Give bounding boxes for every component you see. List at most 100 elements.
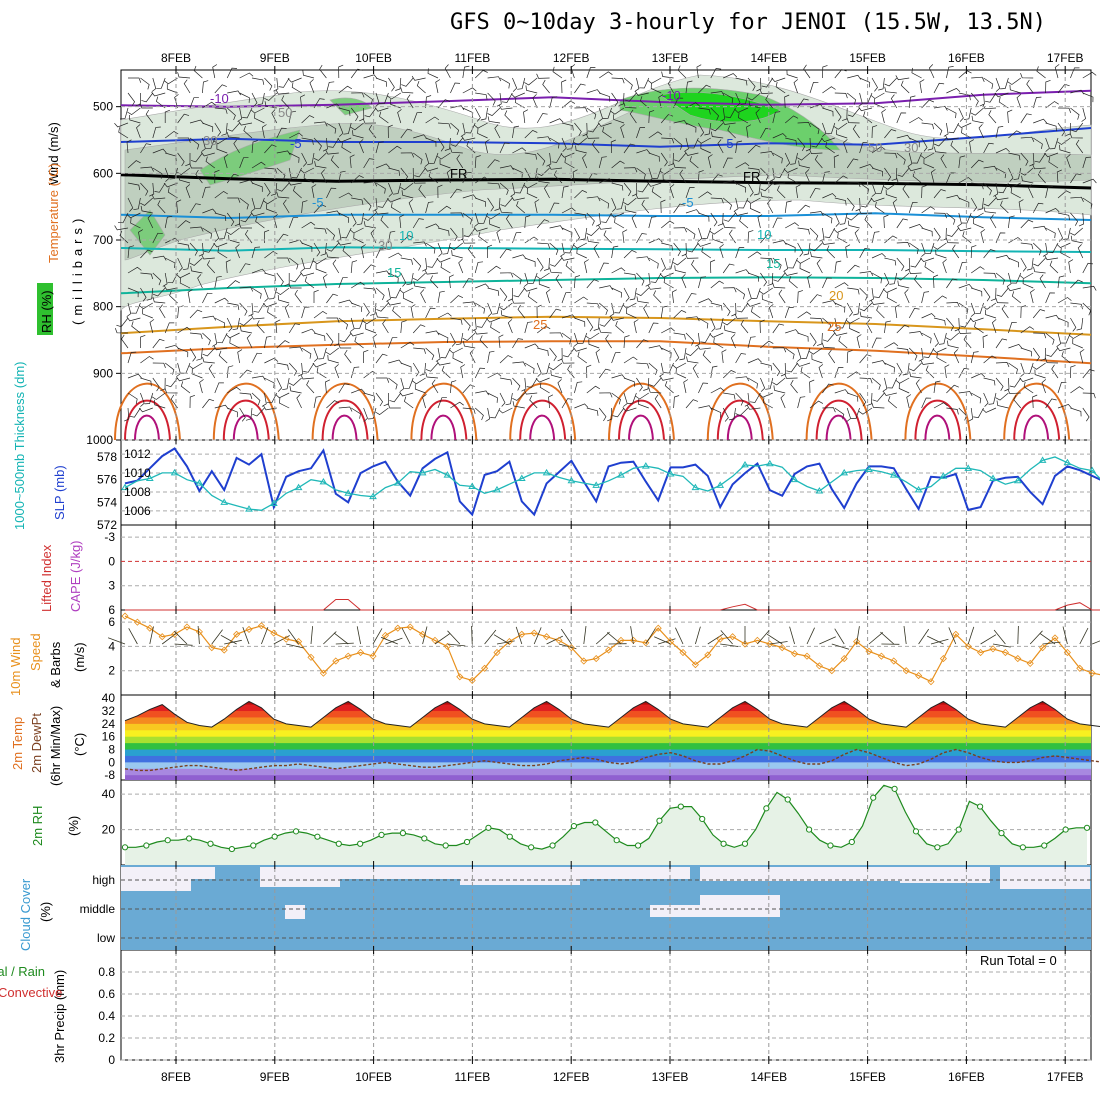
wind-barb — [797, 122, 811, 128]
wind-barb — [302, 70, 315, 79]
wind-barb-10m — [880, 631, 895, 645]
wind-barb — [626, 308, 637, 319]
wind-barb — [958, 155, 966, 169]
wind-barb — [498, 407, 513, 414]
wind-barb — [900, 80, 910, 94]
wind-barb — [925, 242, 935, 255]
wind-barb — [1039, 274, 1046, 289]
wind-barb — [140, 272, 154, 280]
wind-barb — [1070, 317, 1077, 332]
wind-barb — [787, 172, 798, 184]
wind-barb — [189, 163, 203, 169]
wind-barb — [237, 349, 243, 364]
contour-labels: FR FR -10 -10 -5 -5 -5 -5 10 10 15 15 20… — [203, 88, 918, 334]
wind-barb — [822, 317, 832, 330]
wind-barb — [494, 197, 501, 211]
wind-barb — [363, 287, 377, 294]
wind-barb — [970, 302, 976, 317]
wind-barb — [313, 289, 319, 303]
wind-barb — [227, 122, 240, 132]
wind-speed-point — [939, 655, 947, 663]
wind-barb — [535, 377, 550, 383]
chart-lines — [107, 447, 1100, 865]
wind-barb — [710, 387, 725, 394]
wind-barb — [450, 188, 462, 199]
wind-speed-point — [195, 628, 203, 636]
wind-barb — [961, 127, 972, 139]
wind-barb — [925, 365, 935, 379]
wind-barb — [826, 122, 836, 135]
wind-barb — [1019, 272, 1034, 279]
wind-barb — [190, 152, 203, 163]
wind-barb — [524, 321, 533, 334]
wind-barb — [896, 177, 910, 184]
wind-barb — [1018, 199, 1024, 214]
wind-barb — [761, 294, 773, 304]
wind-barb — [425, 137, 437, 147]
wind-barb — [651, 186, 662, 199]
wind-barb — [768, 304, 774, 319]
wind-barb — [822, 212, 833, 224]
wind-barb — [474, 107, 481, 122]
wind-barb — [858, 106, 873, 112]
rh-point — [699, 815, 706, 823]
isotherm-40 — [134, 414, 160, 441]
wind-barb — [620, 124, 625, 139]
wind-barb — [833, 227, 848, 233]
isotherm-label: -5 — [682, 195, 694, 210]
pressure-tick-label: 800 — [93, 300, 113, 314]
wind-barb-10m — [174, 643, 193, 646]
wind-barb — [1020, 219, 1034, 229]
wind-barb — [821, 240, 835, 245]
wind-barb — [933, 317, 946, 326]
wind-barb — [918, 347, 924, 362]
wind-barb — [591, 139, 600, 154]
wind-barb — [1082, 92, 1094, 103]
wind-barb-10m — [1017, 625, 1019, 645]
wind-barb — [268, 287, 278, 300]
wind-barb — [698, 122, 705, 137]
wind-barb — [226, 212, 235, 227]
wind-barb — [574, 403, 589, 409]
wind-barb — [549, 308, 561, 319]
wind-barb — [152, 287, 166, 297]
wind-barb — [636, 287, 650, 297]
wind-barb — [524, 167, 531, 182]
wind-barb — [983, 249, 996, 259]
wind-barb — [859, 248, 870, 259]
wind-barb — [629, 109, 637, 124]
date-label-bottom: 12FEB — [553, 1070, 590, 1084]
wind-barb — [944, 364, 950, 379]
wind-barb — [248, 302, 254, 317]
wind-barb — [305, 257, 315, 269]
wind-barb — [643, 377, 650, 391]
wind-barb — [363, 197, 372, 211]
wind-barb — [166, 84, 178, 94]
wind-barb — [673, 309, 687, 319]
wind-barb — [871, 253, 886, 259]
temperature-color-bands — [125, 701, 1091, 780]
wind-barb — [379, 111, 389, 124]
wind-barb — [904, 289, 910, 304]
wind-barb — [636, 233, 647, 244]
wind-barb — [866, 319, 873, 334]
wind-barb — [147, 214, 154, 229]
rh-point — [271, 833, 278, 840]
wind-barb — [400, 320, 407, 334]
rh-point — [442, 842, 449, 849]
wind-barb — [437, 242, 443, 257]
wind-barb — [809, 227, 819, 241]
wind-barb — [995, 77, 1001, 92]
wind-barb-10m — [447, 630, 461, 645]
wind-barb — [788, 257, 798, 269]
wind-barb — [637, 182, 650, 193]
wind-barb — [536, 73, 550, 79]
wind-barb — [659, 272, 674, 278]
wind-barb — [574, 83, 586, 94]
wind-barb — [784, 115, 799, 124]
wind-barb — [921, 332, 932, 344]
wind-barb — [762, 397, 773, 409]
wind-barb — [710, 280, 724, 289]
precip-tick-label: 0.2 — [98, 1031, 115, 1045]
